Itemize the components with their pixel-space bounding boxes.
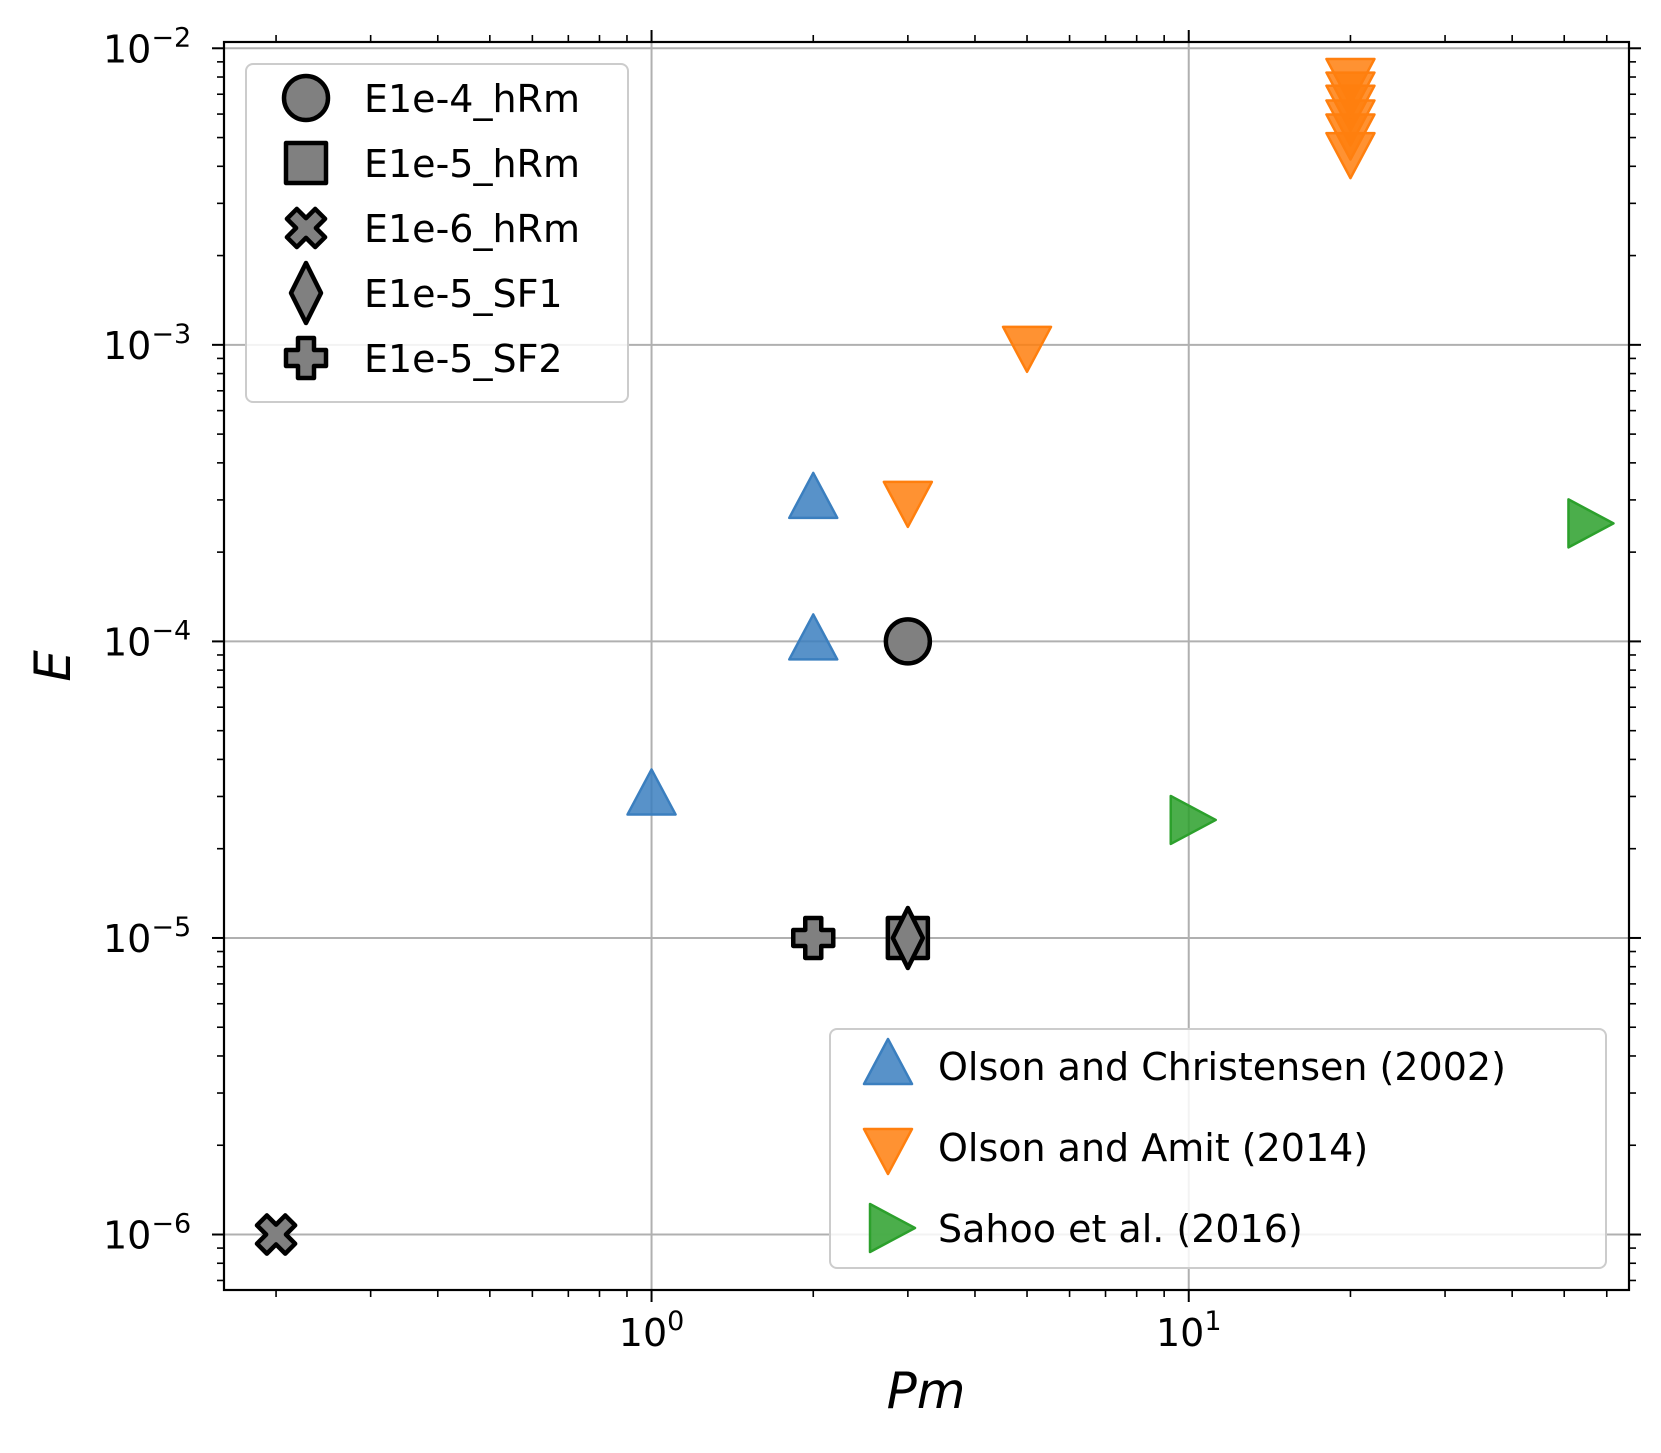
data-point	[890, 905, 926, 971]
plot-frame	[222, 40, 1631, 1292]
minor-ticks	[217, 35, 1636, 1297]
data-point	[1567, 498, 1615, 549]
data-point	[883, 617, 933, 666]
data-point	[882, 480, 934, 529]
x-tick-label: 101	[1156, 1306, 1222, 1355]
data-point	[788, 471, 839, 520]
legend-marker	[283, 335, 329, 381]
data-points	[254, 57, 1615, 1256]
data-point	[1001, 325, 1053, 374]
legend-box	[245, 63, 629, 403]
legend-label: E1e-6_hRm	[364, 207, 580, 251]
legend-marker	[284, 206, 328, 250]
data-point	[626, 768, 677, 816]
x-tick-label: 100	[619, 1306, 685, 1355]
legend-marker	[283, 140, 329, 186]
data-point	[788, 613, 839, 661]
data-point	[254, 1213, 298, 1256]
legend-label: Olson and Christensen (2002)	[938, 1045, 1506, 1089]
legend-marker	[868, 1202, 917, 1254]
y-tick-label: 10−6	[103, 1209, 191, 1258]
legend-marker	[862, 1127, 914, 1176]
legend-literature: Olson and Christensen (2002) Olson and Am…	[829, 1028, 1607, 1269]
data-point	[791, 915, 836, 961]
data-point	[1169, 794, 1217, 846]
legend-label: Sahoo et al. (2016)	[938, 1207, 1303, 1251]
y-tick-label: 10−3	[103, 319, 191, 368]
x-axis-label: Pm	[887, 1362, 966, 1420]
legend-simulations: E1e-4_hRm E1e-5_hRm E1e-6_hRm E1e-5_SF1 E1e-…	[245, 63, 629, 403]
legend-label: E1e-5_SF2	[364, 337, 563, 381]
data-point	[1325, 57, 1376, 106]
y-tick-label: 10−2	[103, 22, 191, 71]
legend-label: E1e-5_hRm	[364, 142, 580, 186]
tick-labels: 100 101 10−6 10−5 10−4 10−3 10−2	[103, 22, 1641, 1355]
y-axis-label: E	[24, 650, 82, 682]
legend-label: E1e-5_SF1	[364, 272, 563, 316]
legend-label: Olson and Amit (2014)	[938, 1126, 1368, 1170]
y-tick-label: 10−4	[103, 615, 191, 664]
legend-marker	[862, 1037, 914, 1086]
legend-marker	[281, 73, 331, 123]
legend-marker	[288, 260, 324, 326]
y-tick-label: 10−5	[103, 912, 191, 961]
legend-label: E1e-4_hRm	[364, 77, 580, 121]
legend-box	[829, 1028, 1607, 1269]
